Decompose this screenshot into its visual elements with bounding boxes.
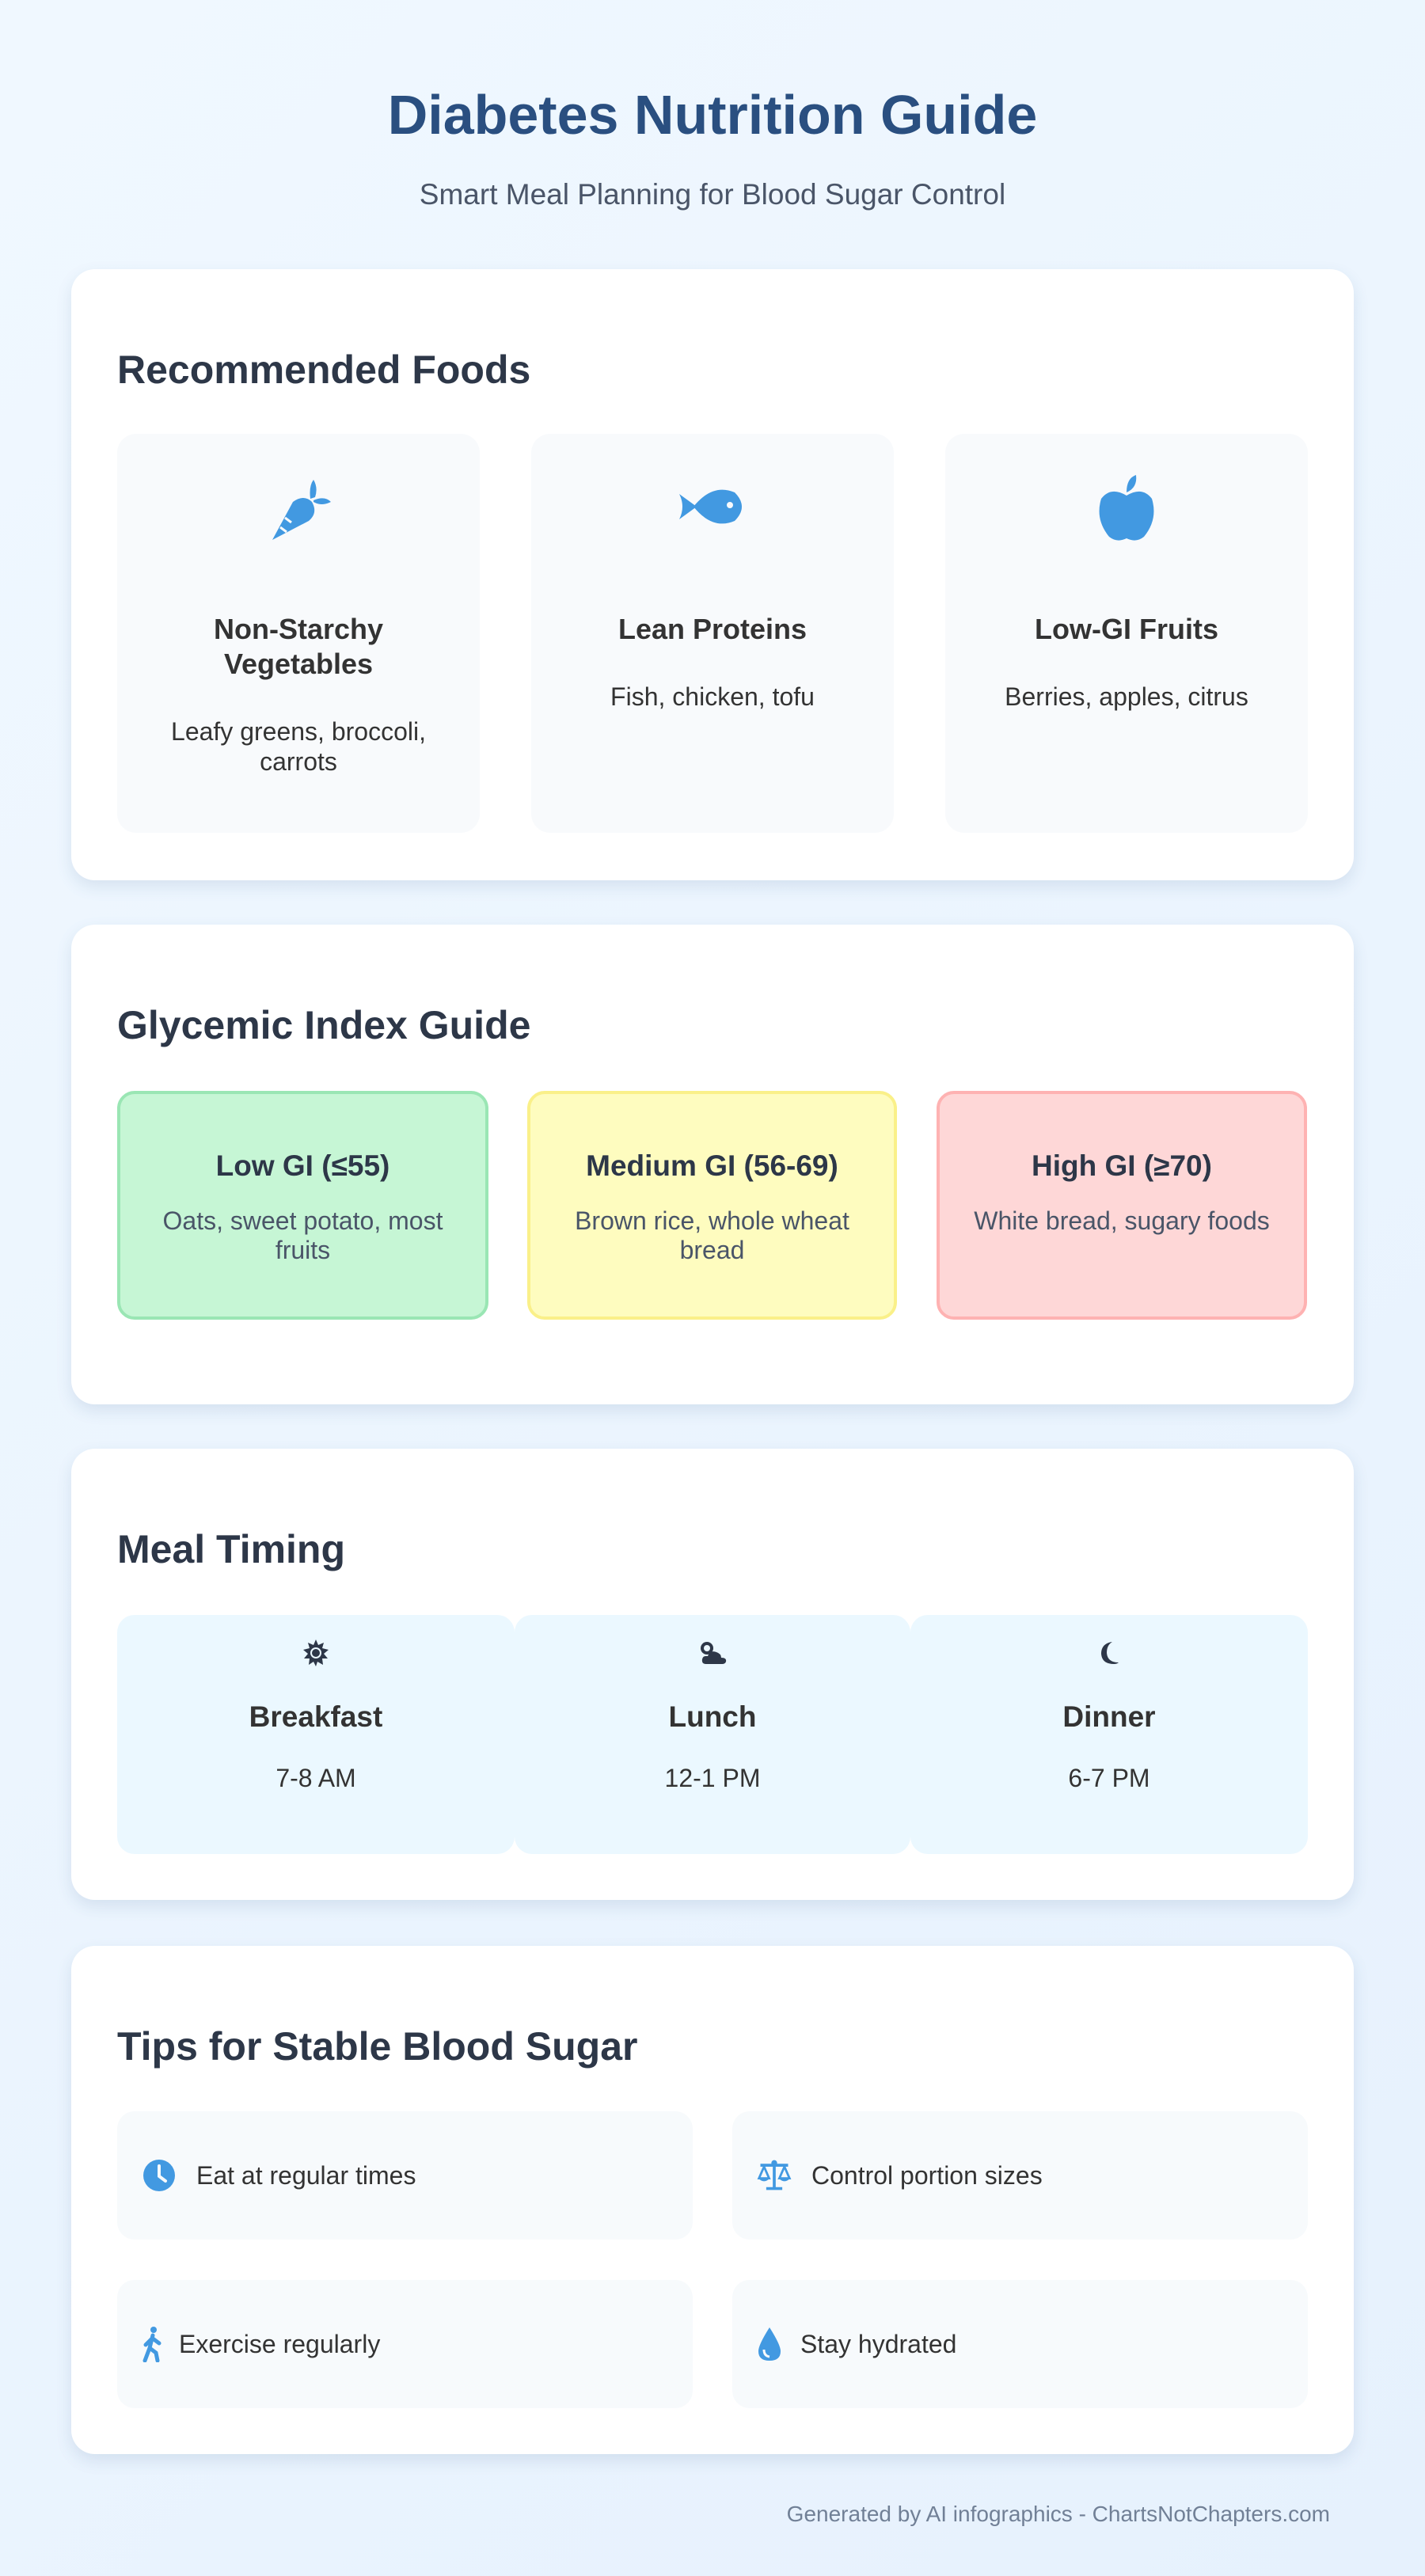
page-subtitle: Smart Meal Planning for Blood Sugar Cont… [419, 178, 1006, 211]
section-heading: Tips for Stable Blood Sugar [117, 2024, 638, 2069]
tip-item: Eat at regular times [117, 2111, 693, 2240]
meal-breakfast: Breakfast 7-8 AM [117, 1615, 515, 1854]
meal-time: 7-8 AM [276, 1764, 356, 1792]
scale-icon [757, 2160, 792, 2190]
sun-icon [303, 1639, 329, 1666]
gi-low-box: Low GI (≤55) Oats, sweet potato, most fr… [117, 1091, 488, 1320]
meal-dinner: Dinner 6-7 PM [910, 1615, 1308, 1854]
food-card-proteins: Lean Proteins Fish, chicken, tofu [531, 434, 894, 833]
water-drop-icon [758, 2327, 781, 2361]
gi-title: Low GI (≤55) [215, 1149, 390, 1182]
fish-icon [679, 489, 742, 524]
gi-desc: Oats, sweet potato, most fruits [162, 1206, 443, 1264]
tip-text: Eat at regular times [196, 2160, 416, 2190]
glycemic-index-card: Glycemic Index Guide Low GI (≤55) Oats, … [71, 925, 1354, 1404]
food-desc: Leafy greens, broccoli, carrots [171, 717, 426, 776]
meal-lunch: Lunch 12-1 PM [515, 1615, 910, 1854]
tips-card: Tips for Stable Blood Sugar Eat at regul… [71, 1946, 1354, 2454]
carrot-icon [272, 480, 331, 540]
tip-item: Control portion sizes [732, 2111, 1308, 2240]
section-heading: Meal Timing [117, 1527, 346, 1571]
meal-title: Dinner [1062, 1700, 1156, 1733]
food-card-vegetables: Non-Starchy Vegetables Leafy greens, bro… [117, 434, 480, 833]
meal-time: 6-7 PM [1068, 1764, 1150, 1792]
recommended-foods-card: Recommended Foods Non-Starchy Vegetables… [71, 269, 1354, 880]
food-desc: Fish, chicken, tofu [610, 682, 815, 711]
gi-medium-box: Medium GI (56-69) Brown rice, whole whea… [527, 1091, 897, 1320]
meal-timing-card: Meal Timing Breakfast 7-8 AM Lunch 12-1 … [71, 1449, 1354, 1900]
moon-icon [1101, 1642, 1119, 1664]
tip-item: Exercise regularly [117, 2280, 693, 2408]
gi-high-box: High GI (≥70) White bread, sugary foods [937, 1091, 1307, 1320]
meal-title: Lunch [668, 1700, 757, 1733]
food-title: Lean Proteins [618, 613, 808, 645]
food-title: Low-GI Fruits [1035, 613, 1218, 645]
tip-text: Control portion sizes [811, 2160, 1043, 2190]
cloud-sun-icon [701, 1642, 727, 1664]
section-heading: Glycemic Index Guide [117, 1003, 531, 1047]
food-card-fruits: Low-GI Fruits Berries, apples, citrus [945, 434, 1308, 833]
page-title: Diabetes Nutrition Guide [387, 84, 1038, 146]
clock-icon [143, 2160, 175, 2191]
gi-title: High GI (≥70) [1032, 1149, 1212, 1182]
meal-title: Breakfast [249, 1700, 383, 1733]
section-heading: Recommended Foods [117, 348, 531, 392]
meal-time: 12-1 PM [664, 1764, 761, 1792]
footer-credit: Generated by AI infographics - ChartsNot… [786, 2502, 1330, 2526]
tip-text: Stay hydrated [800, 2329, 957, 2358]
food-desc: Berries, apples, citrus [1005, 682, 1248, 711]
apple-icon [1099, 475, 1154, 541]
tip-item: Stay hydrated [732, 2280, 1308, 2408]
gi-desc: White bread, sugary foods [974, 1206, 1270, 1235]
tip-text: Exercise regularly [179, 2329, 381, 2358]
gi-desc: Brown rice, whole wheat bread [575, 1206, 849, 1264]
gi-title: Medium GI (56-69) [586, 1149, 838, 1182]
walking-icon [142, 2327, 162, 2362]
food-title: Non-Starchy Vegetables [213, 613, 384, 680]
